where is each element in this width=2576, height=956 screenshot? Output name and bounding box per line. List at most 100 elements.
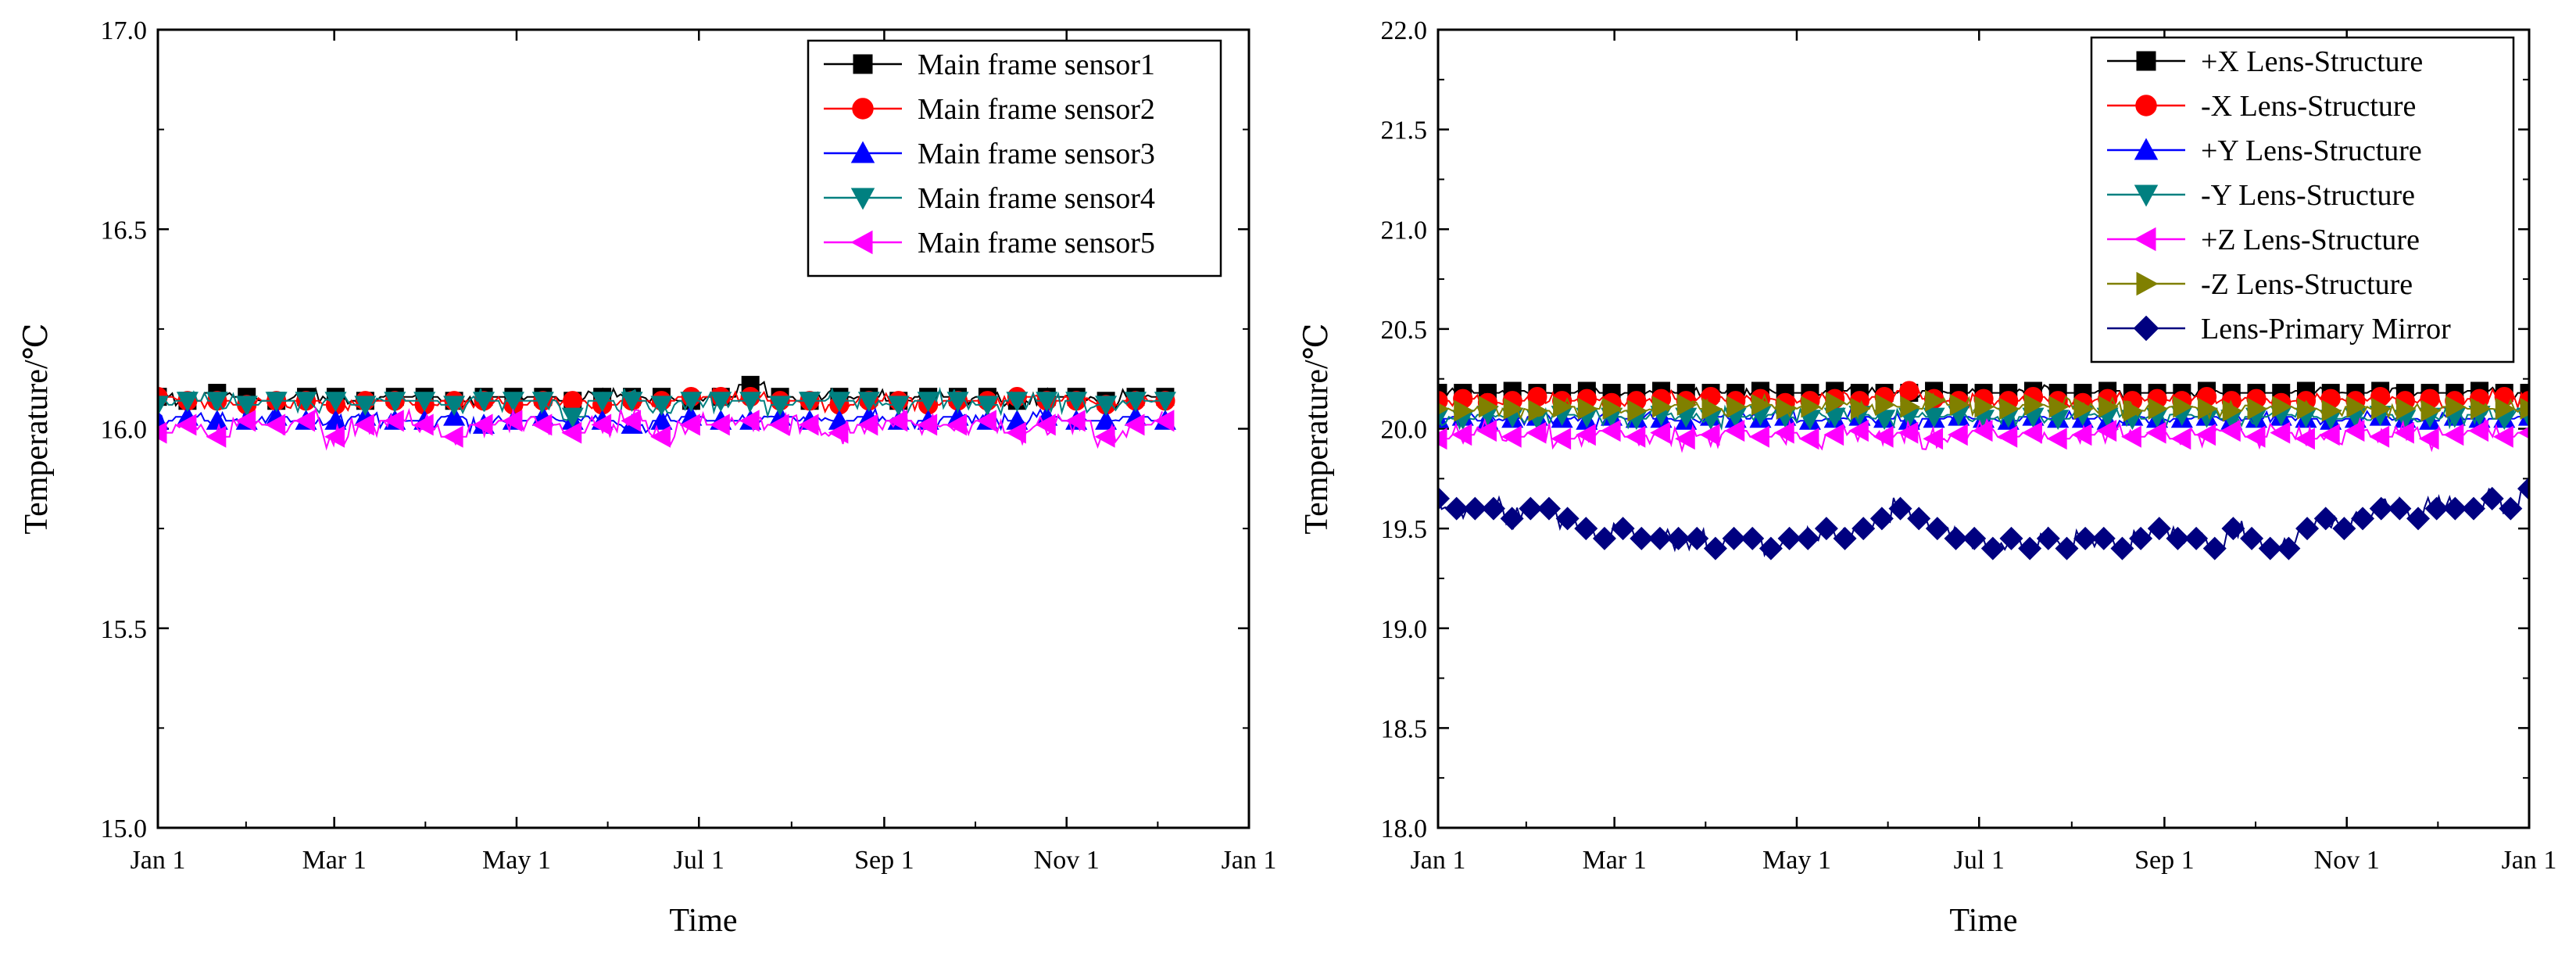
- data-point: [828, 392, 850, 413]
- x-tick-label: Nov 1: [1034, 846, 1100, 875]
- data-point: [2110, 536, 2134, 560]
- x-tick-label: Jan 1: [2502, 846, 2557, 875]
- data-point: [2184, 526, 2209, 550]
- data-point: [680, 414, 700, 436]
- x-tick-label: Jul 1: [674, 846, 724, 875]
- data-point: [413, 392, 436, 413]
- data-point: [1875, 393, 1896, 416]
- data-point: [1724, 420, 1745, 442]
- data-point: [1006, 421, 1026, 444]
- left-chart: 15.0 15.5 16.0 16.5 17.0 Jan 1 Mar 1 May 1 Jul 1…: [19, 16, 1276, 939]
- data-point: [2424, 496, 2449, 521]
- x-tick-label: Jan 1: [1411, 846, 1466, 875]
- data-point: [1574, 517, 1598, 541]
- data-point: [1974, 396, 1995, 418]
- data-point: [2170, 428, 2191, 450]
- legend-label: Main frame sensor4: [918, 182, 1155, 215]
- data-point: [1006, 392, 1029, 413]
- data-point: [1685, 526, 1709, 550]
- x-tick-label: Nov 1: [2314, 846, 2380, 875]
- y-tick-label: 20.0: [1381, 416, 1428, 445]
- data-point: [2495, 397, 2516, 421]
- data-area: [158, 375, 1176, 451]
- data-point: [1773, 421, 1794, 444]
- data-point: [2470, 397, 2491, 421]
- y-axis-title: Temperature/℃: [19, 323, 55, 534]
- data-point: [946, 414, 968, 436]
- data-point: [2121, 425, 2141, 448]
- data-point: [650, 396, 673, 417]
- data-point: [2173, 396, 2194, 418]
- data-point: [1758, 536, 1783, 560]
- data-point: [1980, 536, 2005, 560]
- data-point: [680, 392, 703, 413]
- data-point: [1726, 396, 1747, 418]
- data-point: [1036, 414, 1056, 436]
- data-point: [206, 410, 228, 430]
- data-point: [324, 425, 345, 448]
- data-point: [2480, 486, 2504, 510]
- data-point: [2443, 424, 2464, 446]
- data-point: [2321, 399, 2342, 422]
- legend-box: [2090, 36, 2515, 363]
- data-point: [2344, 420, 2365, 442]
- x-tick-label: Jul 1: [1954, 846, 2005, 875]
- legend-marker: [850, 188, 875, 210]
- y-tick-label: 16.0: [101, 416, 148, 445]
- legend-label: +Y Lens-Structure: [2201, 134, 2422, 167]
- data-point: [768, 414, 789, 436]
- data-point: [1611, 517, 1635, 541]
- data-point: [1814, 517, 1838, 541]
- data-point: [354, 414, 374, 436]
- data-point: [2296, 397, 2317, 421]
- data-point: [1701, 397, 1723, 421]
- data-point: [621, 392, 643, 413]
- data-point: [1900, 396, 1921, 418]
- data-point: [2346, 396, 2367, 418]
- x-tick-label: Mar 1: [1583, 846, 1647, 875]
- plot-frame: [156, 28, 1250, 829]
- data-point: [1898, 421, 1919, 444]
- data-point: [1537, 496, 1561, 521]
- data-point: [1478, 396, 1499, 418]
- data-point: [1124, 414, 1145, 436]
- data-point: [2369, 496, 2393, 521]
- data-point: [561, 421, 582, 444]
- legend-label: -Z Lens-Structure: [2201, 268, 2413, 301]
- data-point: [324, 410, 347, 430]
- data-point: [2022, 421, 2042, 444]
- x-tick-label: May 1: [1762, 846, 1831, 875]
- data-point: [2222, 399, 2243, 422]
- data-point: [2247, 397, 2268, 421]
- x-tick-label: May 1: [482, 846, 551, 875]
- x-tick-label: Sep 1: [854, 846, 914, 875]
- data-point: [1676, 393, 1698, 416]
- data-point: [739, 410, 760, 432]
- legend-marker: [2133, 315, 2159, 342]
- data-point: [1925, 517, 1949, 541]
- data-point: [1526, 421, 1547, 444]
- data-point: [2148, 397, 2169, 421]
- data-point: [1666, 526, 1690, 550]
- data-point: [2418, 428, 2439, 450]
- data-point: [946, 392, 969, 413]
- data-point: [1888, 496, 1912, 521]
- y-tick-label: 16.5: [101, 216, 148, 245]
- legend-marker: [2134, 138, 2159, 160]
- data-point: [354, 396, 377, 417]
- data-point: [472, 414, 493, 436]
- data-point: [2048, 396, 2070, 418]
- data-point: [1650, 421, 1671, 444]
- data-point: [2240, 526, 2264, 550]
- data-point: [976, 410, 996, 432]
- data-point: [1036, 392, 1058, 413]
- data-point: [2319, 424, 2340, 446]
- data-point: [2198, 397, 2218, 421]
- data-point: [1095, 396, 1118, 417]
- data-point: [1873, 425, 1894, 448]
- x-axis-title: Time: [669, 903, 737, 939]
- data-point: [1848, 420, 1869, 442]
- data-point: [265, 414, 286, 436]
- data-point: [2055, 536, 2079, 560]
- legend-marker: [850, 141, 875, 163]
